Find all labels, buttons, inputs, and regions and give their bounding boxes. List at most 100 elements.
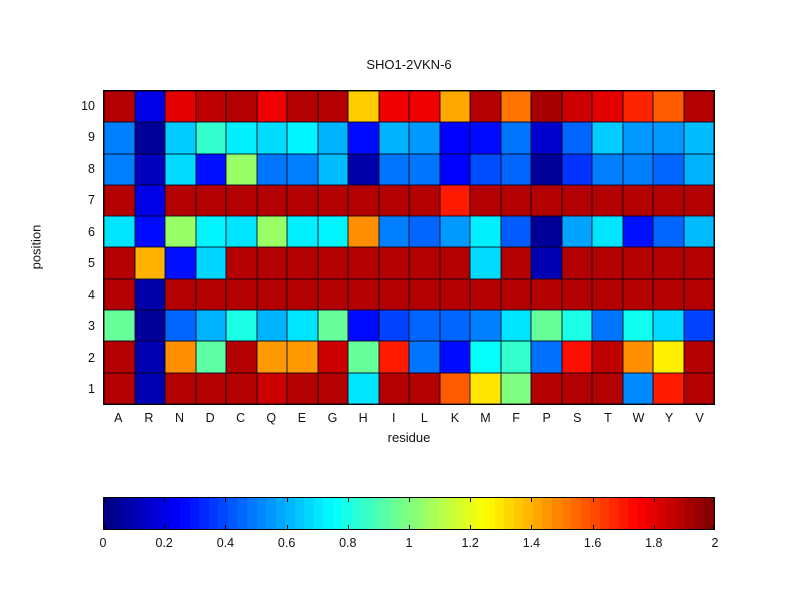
colorbar-segment [694,498,705,529]
colorbar-segment [447,498,457,529]
heatmap-cell [561,372,592,404]
heatmap-cell [592,153,623,185]
heatmap-cell [287,153,318,185]
heatmap-cell [348,153,379,185]
heatmap-cell [409,184,440,217]
heatmap-cell [287,122,318,154]
x-tick-label: H [358,411,368,425]
y-tick-label: 6 [88,224,95,239]
heatmap-cell [470,216,501,248]
heatmap-cell [317,278,348,311]
heatmap-cell [592,184,623,217]
colorbar-segment [104,498,114,529]
x-tick-label: R [144,411,154,425]
colorbar-segment [361,498,371,529]
x-tick-label: G [327,411,338,425]
heatmap-cell [195,247,226,279]
heatmap-cell [348,184,379,217]
heatmap-cell [226,184,257,217]
colorbar-tick-mark [592,498,594,502]
heatmap-cell [134,247,165,279]
heatmap-cell [104,247,135,279]
heatmap-cell [195,372,226,404]
colorbar-segment [513,498,524,529]
colorbar-tick-mark [409,525,410,529]
colorbar-segment [275,498,286,529]
heatmap-cell [317,184,348,217]
heatmap-cell [317,247,348,279]
heatmap-cell [104,184,135,217]
heatmap-cell [195,278,226,311]
colorbar-tick-mark [531,525,533,529]
heatmap-cell [378,278,409,311]
heatmap-cell [622,184,653,217]
colorbar-segment [494,498,505,529]
heatmap-cell [439,91,470,123]
colorbar-tick-label: 0 [99,536,107,550]
heatmap-cell [622,341,653,373]
colorbar-segment [590,498,600,529]
heatmap-cell [287,184,318,217]
heatmap-cell [256,153,287,185]
heatmap-cell [165,310,196,342]
heatmap-cell [500,278,531,311]
heatmap-cell [287,91,318,123]
colorbar-segment [571,498,581,529]
heatmap-cell [622,216,653,248]
heatmap-cell [104,122,135,154]
heatmap-cell [683,372,714,404]
heatmap-cell [256,122,287,154]
heatmap-cell [165,184,196,217]
heatmap-cell [531,184,562,217]
heatmap-cell [439,122,470,154]
heatmap-cell [561,341,592,373]
heatmap-cell [592,216,623,248]
heatmap-cell [500,216,531,248]
heatmap-cell [683,278,714,311]
colorbar-segment [389,498,400,529]
colorbar-segment [285,498,295,529]
heatmap-cell [500,341,531,373]
heatmap-cell [531,310,562,342]
heatmap-cell [470,278,501,311]
colorbar-segment [580,498,591,529]
heatmap-cell [592,310,623,342]
heatmap-cell [317,91,348,123]
heatmap-cell [622,278,653,311]
colorbar-segment [666,498,676,529]
x-tick-label: T [604,411,612,425]
heatmap-cell [104,91,135,123]
heatmap-cell [500,184,531,217]
heatmap-cell [226,278,257,311]
heatmap-cell [165,91,196,123]
heatmap-cell [531,341,562,373]
heatmap-cell [134,184,165,217]
heatmap-cell [256,278,287,311]
y-tick-label: 8 [88,161,95,176]
heatmap-cell [165,341,196,373]
heatmap-cell [378,91,409,123]
colorbar-segment [180,498,190,529]
heatmap-cell [683,91,714,123]
colorbar-tick-label: 1.8 [645,536,663,550]
heatmap-cell [592,91,623,123]
heatmap-grid [103,90,715,405]
heatmap-cell [134,278,165,311]
colorbar-segment [637,498,648,529]
x-tick-label: I [391,411,396,425]
colorbar-tick-mark [409,498,410,502]
heatmap-cell [683,122,714,154]
heatmap-cell [683,153,714,185]
heatmap-cell [409,216,440,248]
y-tick-label: 10 [81,98,95,113]
colorbar-segment [237,498,247,529]
heatmap-cell [287,247,318,279]
heatmap-cell [500,91,531,123]
x-tick-label: E [297,411,307,425]
heatmap-cell [500,372,531,404]
heatmap-cell [378,153,409,185]
colorbar-tick-mark [225,498,227,502]
heatmap-cell [104,216,135,248]
heatmap-cell [470,122,501,154]
heatmap-cell [683,310,714,342]
